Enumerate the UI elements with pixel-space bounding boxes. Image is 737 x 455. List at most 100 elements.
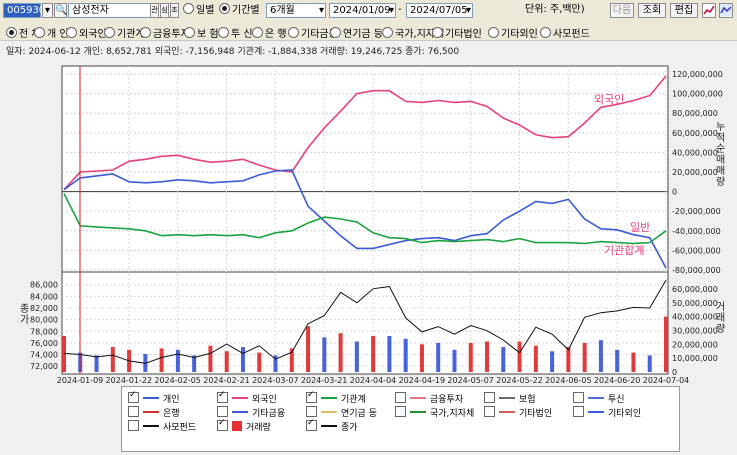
category-label: 기타외인 (501, 29, 538, 40)
legend-item-14[interactable]: 종가 (306, 418, 358, 433)
category-5[interactable]: 보 험 (184, 25, 219, 40)
period-select[interactable]: 6개월 ▾ (266, 3, 326, 18)
legend-checkbox[interactable] (395, 392, 406, 403)
category-0[interactable]: 전 체 (6, 25, 41, 40)
category-4[interactable]: 금융투자 (140, 25, 190, 40)
radio-period-label: 기간별 (232, 5, 260, 16)
volume-tick-label: 40,000,000 (672, 313, 718, 322)
legend-item-3[interactable]: 금융투자 (395, 392, 463, 405)
toolbar: 005930 ▾ 🔍 삼성전자 관 심 조 일별 기간별 6개월 ▾ 2024/0… (0, 0, 737, 23)
price-tick-label: 74,000 (30, 351, 58, 360)
legend-checkbox[interactable] (128, 420, 139, 431)
date-from-field[interactable]: 2024/01/09 ▾ (329, 3, 396, 18)
annotation-label: 일반 (630, 220, 650, 234)
category-radio (288, 27, 299, 38)
legend-checkbox[interactable] (573, 392, 584, 403)
category-7[interactable]: 은 행 (252, 25, 287, 40)
stock-code-field[interactable]: 005930 (3, 3, 45, 18)
watchlist-button-2[interactable]: 심 (160, 3, 169, 18)
date-from-value: 2024/01/09 (333, 5, 391, 16)
chart-icon[interactable] (702, 3, 716, 18)
legend-checkbox[interactable] (128, 406, 139, 417)
legend-item-5[interactable]: 투신 (573, 392, 625, 405)
legend-item-6[interactable]: 은행 (128, 406, 180, 419)
legend-swatch (232, 397, 248, 399)
legend-item-0[interactable]: 개인 (128, 390, 180, 405)
search-icon[interactable]: 🔍 (54, 3, 68, 18)
period-value: 6개월 (270, 5, 295, 16)
watchlist-button-3[interactable]: 조 (170, 3, 179, 18)
volume-bar (240, 347, 245, 372)
legend-item-2[interactable]: 기관계 (306, 390, 366, 405)
category-radio (34, 27, 45, 38)
legend-checkbox[interactable] (217, 390, 228, 403)
upper-grid (62, 66, 668, 374)
category-radio (104, 27, 115, 38)
date-to-field[interactable]: 2024/07/05 ▾ (406, 3, 473, 18)
volume-tick-label: 10,000,000 (672, 354, 718, 363)
legend-checkbox[interactable] (573, 406, 584, 417)
legend-item-8[interactable]: 연기금 등 (306, 406, 377, 419)
category-label: 금융투자 (153, 29, 190, 40)
legend-item-4[interactable]: 보험 (484, 392, 536, 405)
category-12[interactable]: 기타외인 (488, 25, 538, 40)
legend-item-9[interactable]: 국가,지자체 (395, 406, 474, 419)
category-3[interactable]: 기관계 (104, 25, 145, 40)
lower-left-axis: 86,000 84,000 82,000 80,000 78,000 76,000 74,0… (30, 281, 58, 371)
radio-period[interactable]: 기간별 (219, 3, 260, 18)
volume-bar (387, 336, 392, 372)
volume-bar (452, 349, 457, 372)
radio-daily-dot (183, 3, 194, 14)
radio-period-dot (219, 3, 230, 14)
category-11[interactable]: 기타법인 (432, 25, 482, 40)
legend-checkbox[interactable] (484, 406, 495, 417)
category-13[interactable]: 사모펀드 (540, 25, 590, 40)
price-tick-label: 82,000 (30, 304, 58, 313)
legend-checkbox[interactable] (306, 406, 317, 417)
category-1[interactable]: 개 인 (34, 25, 69, 40)
legend-item-11[interactable]: 기타외인 (573, 406, 641, 419)
legend-item-1[interactable]: 외국인 (217, 390, 277, 405)
category-9[interactable]: 연기금 등 (330, 25, 383, 40)
legend-swatch (321, 411, 337, 413)
legend-checkbox[interactable] (128, 390, 139, 403)
legend-item-13[interactable]: 거래량 (217, 418, 271, 433)
legend-label: 거래량 (246, 423, 271, 433)
next-button[interactable]: 다음 (610, 3, 634, 18)
legend-item-7[interactable]: 기타금융 (217, 406, 285, 419)
category-2[interactable]: 외국인 (66, 25, 107, 40)
category-8[interactable]: 기타금융 (288, 25, 338, 40)
legend-checkbox[interactable] (395, 406, 406, 417)
category-label: 사모펀드 (553, 29, 590, 40)
x-tick-label: 2024-05-07 (447, 376, 494, 385)
price-tick-label: 84,000 (30, 292, 58, 301)
upper-tick-label: -80,000,000 (672, 266, 721, 275)
chart-icon-glyph (703, 4, 715, 16)
category-label: 국가,지자체 (395, 29, 445, 40)
legend-checkbox[interactable] (306, 418, 317, 431)
volume-bar (403, 338, 408, 372)
x-tick-label: 2024-02-05 (154, 376, 201, 385)
legend-item-10[interactable]: 기타법인 (484, 406, 552, 419)
category-6[interactable]: 투 신 (218, 25, 253, 40)
volume-bar (159, 348, 164, 372)
legend-checkbox[interactable] (306, 390, 317, 403)
category-label: 기관계 (117, 29, 145, 40)
legend-item-12[interactable]: 사모펀드 (128, 420, 196, 433)
grid-chart-icon[interactable] (719, 3, 733, 18)
legend-checkbox[interactable] (217, 418, 228, 431)
search-button[interactable]: 조회 (638, 3, 666, 18)
legend-checkbox[interactable] (484, 392, 495, 403)
volume-tick-label: 30,000,000 (672, 326, 718, 335)
watchlist-button-1[interactable]: 관 (150, 3, 159, 18)
edit-button[interactable]: 편집 (670, 3, 698, 18)
code-dropdown-button[interactable]: ▾ (42, 3, 53, 18)
upper-tick-label: -20,000,000 (672, 207, 721, 216)
legend-checkbox[interactable] (217, 406, 228, 417)
volume-tick-label: 50,000,000 (672, 299, 718, 308)
category-10[interactable]: 국가,지자체 (382, 25, 444, 40)
chart-area[interactable]: 120,000,000 100,000,000 80,000,000 60,000,0… (0, 58, 737, 386)
upper-tick-label: 20,000,000 (672, 168, 718, 177)
legend-swatch (321, 397, 337, 399)
radio-daily[interactable]: 일별 (183, 3, 214, 18)
